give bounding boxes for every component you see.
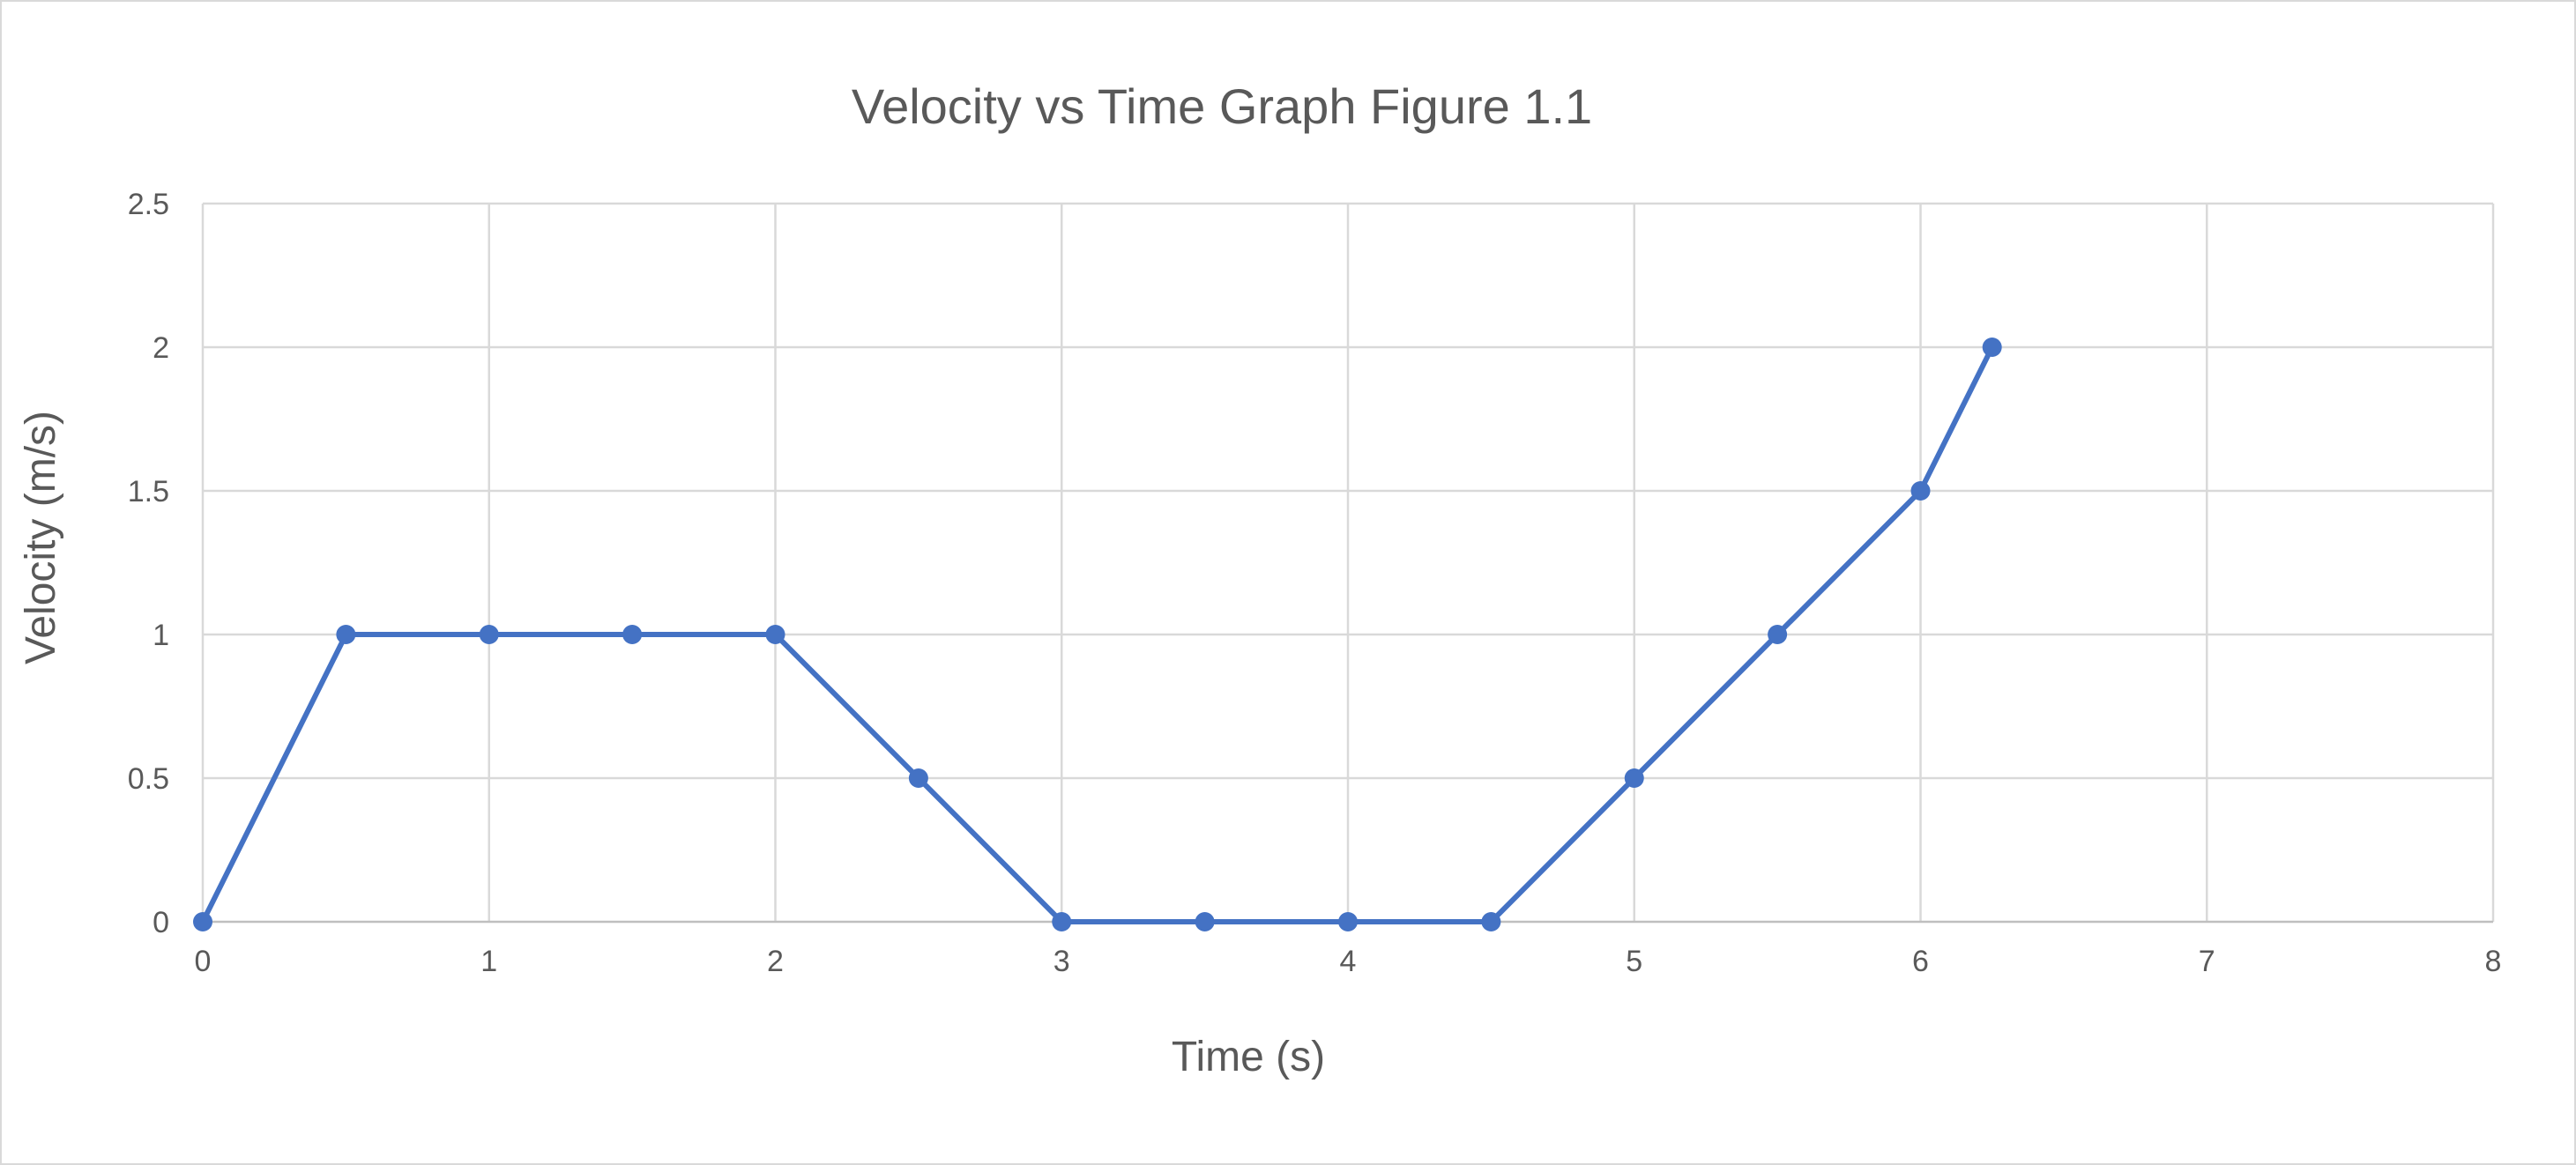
x-tick-label: 1 [480, 945, 497, 978]
data-point [908, 768, 928, 788]
chart-title: Velocity vs Time Graph Figure 1.1 [852, 78, 1592, 134]
data-point [1195, 912, 1215, 931]
data-point [1624, 768, 1644, 788]
x-tick-label: 4 [1340, 945, 1357, 978]
x-tick-label: 5 [1626, 945, 1642, 978]
data-point [479, 625, 499, 644]
x-tick-label: 0 [195, 945, 212, 978]
data-point [1910, 481, 1931, 501]
x-tick-label: 3 [1053, 945, 1070, 978]
y-tick-label: 1 [153, 619, 169, 652]
x-tick-label: 2 [767, 945, 784, 978]
y-tick-label: 1.5 [128, 475, 169, 508]
y-axis-title: Velocity (m/s) [18, 411, 64, 664]
data-point [193, 912, 212, 931]
data-point [622, 625, 643, 644]
x-tick-label: 6 [1912, 945, 1929, 978]
data-point [1768, 625, 1788, 644]
gridlines [203, 202, 2495, 922]
y-tick-label: 0 [153, 906, 169, 939]
data-point [1052, 912, 1072, 931]
data-point [765, 625, 785, 644]
x-tick-label: 7 [2199, 945, 2215, 978]
data-point [336, 625, 356, 644]
series [193, 338, 2002, 931]
data-point [1338, 912, 1358, 931]
x-tick-label: 8 [2485, 945, 2502, 978]
x-axis-title: Time (s) [1172, 1034, 1325, 1080]
data-point [1481, 912, 1501, 931]
y-tick-label: 2 [153, 331, 169, 365]
series-line [200, 345, 1995, 924]
data-point [1982, 338, 2002, 357]
y-tick-label: 0.5 [128, 762, 169, 796]
y-tick-label: 2.5 [128, 188, 169, 221]
tick-labels: 0 1 2 3 4 5 6 7 8 0 0.5 1 1.5 2 2.5 [128, 188, 2502, 978]
